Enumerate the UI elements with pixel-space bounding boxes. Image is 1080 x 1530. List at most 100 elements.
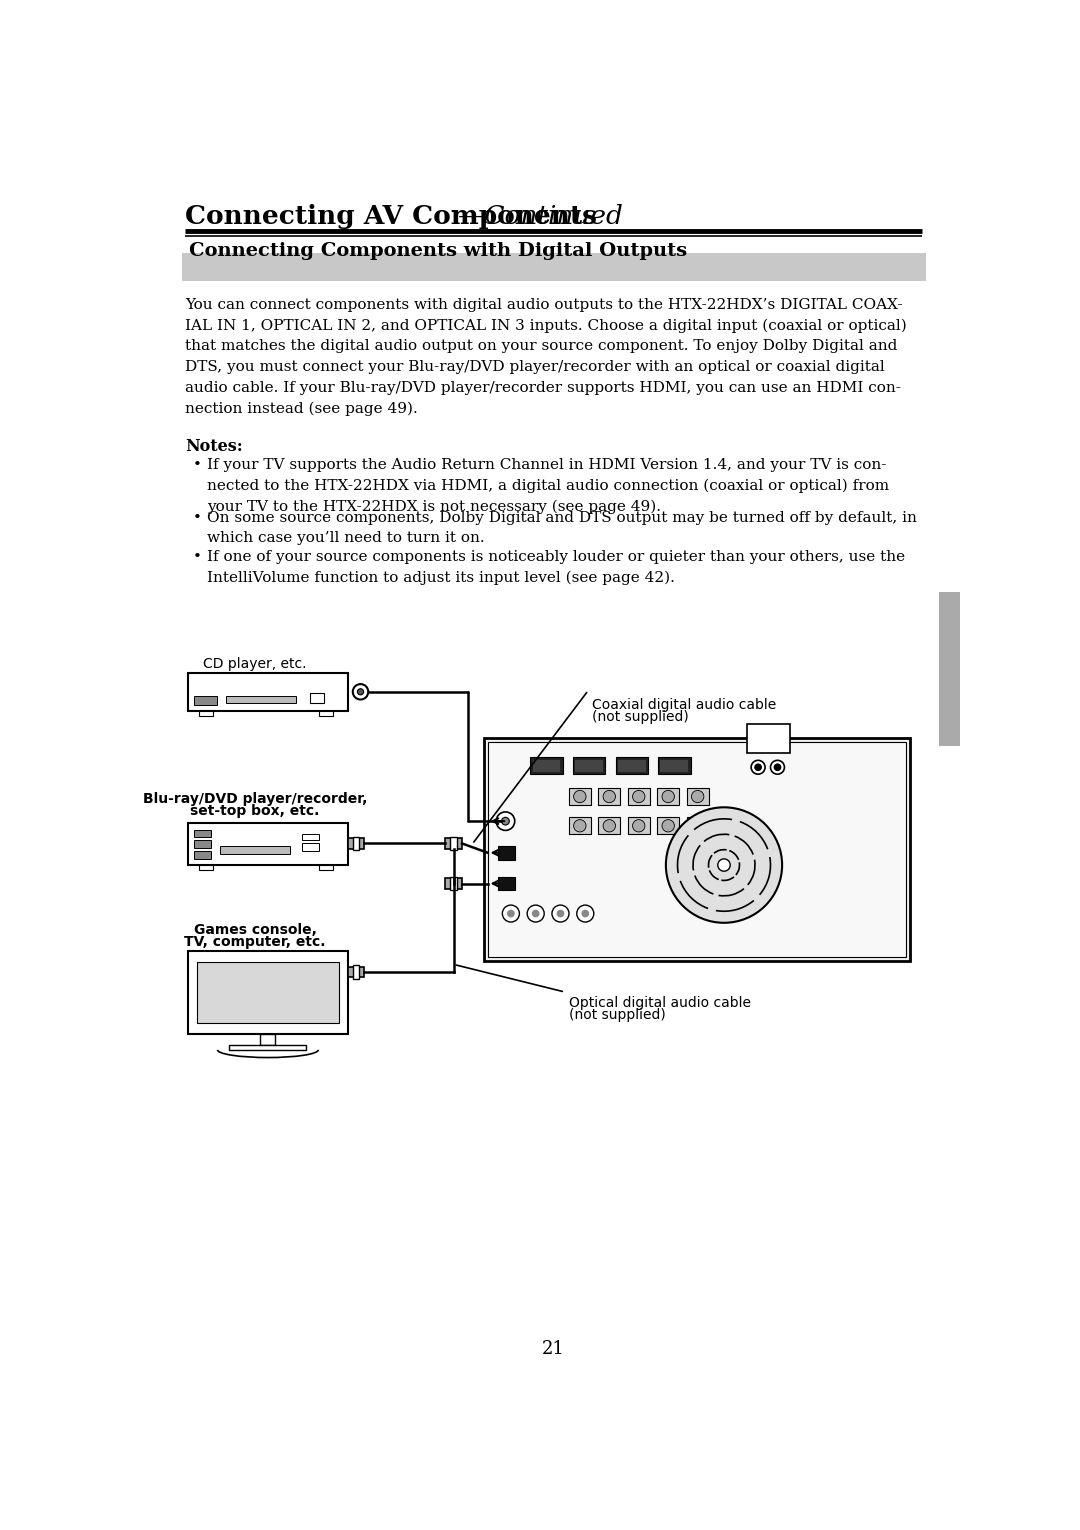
Bar xyxy=(532,759,561,771)
Bar xyxy=(747,724,789,753)
Bar xyxy=(445,838,462,849)
Bar xyxy=(188,823,348,864)
Bar xyxy=(220,846,291,854)
Bar xyxy=(498,877,515,890)
Text: You can connect components with digital audio outputs to the HTX-22HDX’s DIGITAL: You can connect components with digital … xyxy=(186,297,907,416)
Text: (not supplied): (not supplied) xyxy=(592,710,689,724)
Bar xyxy=(488,742,906,958)
Text: Connecting AV Components: Connecting AV Components xyxy=(186,203,597,228)
Text: Notes:: Notes: xyxy=(186,438,243,454)
Circle shape xyxy=(353,684,368,699)
Bar xyxy=(569,788,591,805)
Bar xyxy=(661,759,688,771)
Circle shape xyxy=(691,820,704,832)
Circle shape xyxy=(633,820,645,832)
Circle shape xyxy=(527,906,544,923)
Circle shape xyxy=(502,906,519,923)
Text: (not supplied): (not supplied) xyxy=(569,1008,665,1022)
Circle shape xyxy=(573,820,586,832)
Bar xyxy=(194,851,211,858)
Bar xyxy=(188,673,348,711)
Bar xyxy=(197,962,339,1024)
Circle shape xyxy=(501,817,510,825)
Circle shape xyxy=(552,906,569,923)
Bar xyxy=(627,788,649,805)
Bar xyxy=(576,759,603,771)
Bar xyxy=(353,965,359,979)
Circle shape xyxy=(751,760,765,774)
Circle shape xyxy=(770,760,784,774)
Bar xyxy=(194,829,211,837)
Bar xyxy=(450,837,457,851)
Circle shape xyxy=(577,906,594,923)
Bar xyxy=(348,838,364,849)
Text: •: • xyxy=(193,457,202,471)
Text: —Continued: —Continued xyxy=(458,203,623,228)
Text: 21: 21 xyxy=(542,1340,565,1359)
Circle shape xyxy=(691,791,704,803)
Bar xyxy=(353,837,359,851)
Circle shape xyxy=(754,763,762,771)
Bar xyxy=(194,840,211,848)
Circle shape xyxy=(666,808,782,923)
Text: Coaxial digital audio cable: Coaxial digital audio cable xyxy=(592,698,777,711)
Text: Connecting Components with Digital Outputs: Connecting Components with Digital Outpu… xyxy=(189,242,687,260)
Text: Games console,: Games console, xyxy=(193,923,316,936)
Circle shape xyxy=(581,910,590,918)
Bar xyxy=(348,967,364,978)
Text: Optical digital audio cable: Optical digital audio cable xyxy=(569,996,751,1010)
Bar xyxy=(484,737,910,961)
Text: If one of your source components is noticeably louder or quieter than your other: If one of your source components is noti… xyxy=(207,551,905,586)
Circle shape xyxy=(496,812,515,831)
Bar xyxy=(618,759,646,771)
Circle shape xyxy=(603,820,616,832)
Bar xyxy=(687,788,708,805)
Text: Blu-ray/DVD player/recorder,: Blu-ray/DVD player/recorder, xyxy=(143,793,367,806)
Circle shape xyxy=(773,763,781,771)
Bar xyxy=(302,843,320,851)
Bar xyxy=(616,757,648,774)
Circle shape xyxy=(573,791,586,803)
Text: If your TV supports the Audio Return Channel in HDMI Version 1.4, and your TV is: If your TV supports the Audio Return Cha… xyxy=(207,457,889,514)
Bar xyxy=(200,711,213,716)
Bar xyxy=(598,817,620,834)
Text: On some source components, Dolby Digital and DTS output may be turned off by def: On some source components, Dolby Digital… xyxy=(207,511,917,546)
Text: •: • xyxy=(193,511,202,525)
Bar xyxy=(302,834,320,840)
Text: CD player, etc.: CD player, etc. xyxy=(203,658,307,672)
Text: set-top box, etc.: set-top box, etc. xyxy=(190,805,320,819)
Circle shape xyxy=(662,820,674,832)
Circle shape xyxy=(357,688,364,695)
Bar xyxy=(498,846,515,860)
Bar xyxy=(569,817,591,834)
Bar xyxy=(627,817,649,834)
Circle shape xyxy=(718,858,730,871)
Text: TV, computer, etc.: TV, computer, etc. xyxy=(185,935,326,949)
Bar xyxy=(260,1034,275,1045)
Bar xyxy=(598,788,620,805)
Bar xyxy=(229,1045,307,1050)
Bar xyxy=(200,864,213,869)
Bar xyxy=(939,592,960,745)
Bar xyxy=(687,817,708,834)
Bar xyxy=(320,864,334,869)
Circle shape xyxy=(633,791,645,803)
Circle shape xyxy=(531,910,540,918)
Bar xyxy=(658,788,679,805)
Circle shape xyxy=(556,910,565,918)
Bar xyxy=(188,950,348,1034)
Bar xyxy=(181,252,926,280)
Bar xyxy=(658,757,691,774)
Text: •: • xyxy=(193,551,202,565)
Bar xyxy=(227,696,296,704)
Bar xyxy=(320,711,334,716)
Bar xyxy=(572,757,606,774)
Bar xyxy=(194,696,217,705)
Circle shape xyxy=(662,791,674,803)
Circle shape xyxy=(603,791,616,803)
Bar xyxy=(310,693,324,704)
Bar xyxy=(530,757,563,774)
Bar xyxy=(450,877,457,890)
Circle shape xyxy=(507,910,515,918)
Bar xyxy=(445,878,462,889)
